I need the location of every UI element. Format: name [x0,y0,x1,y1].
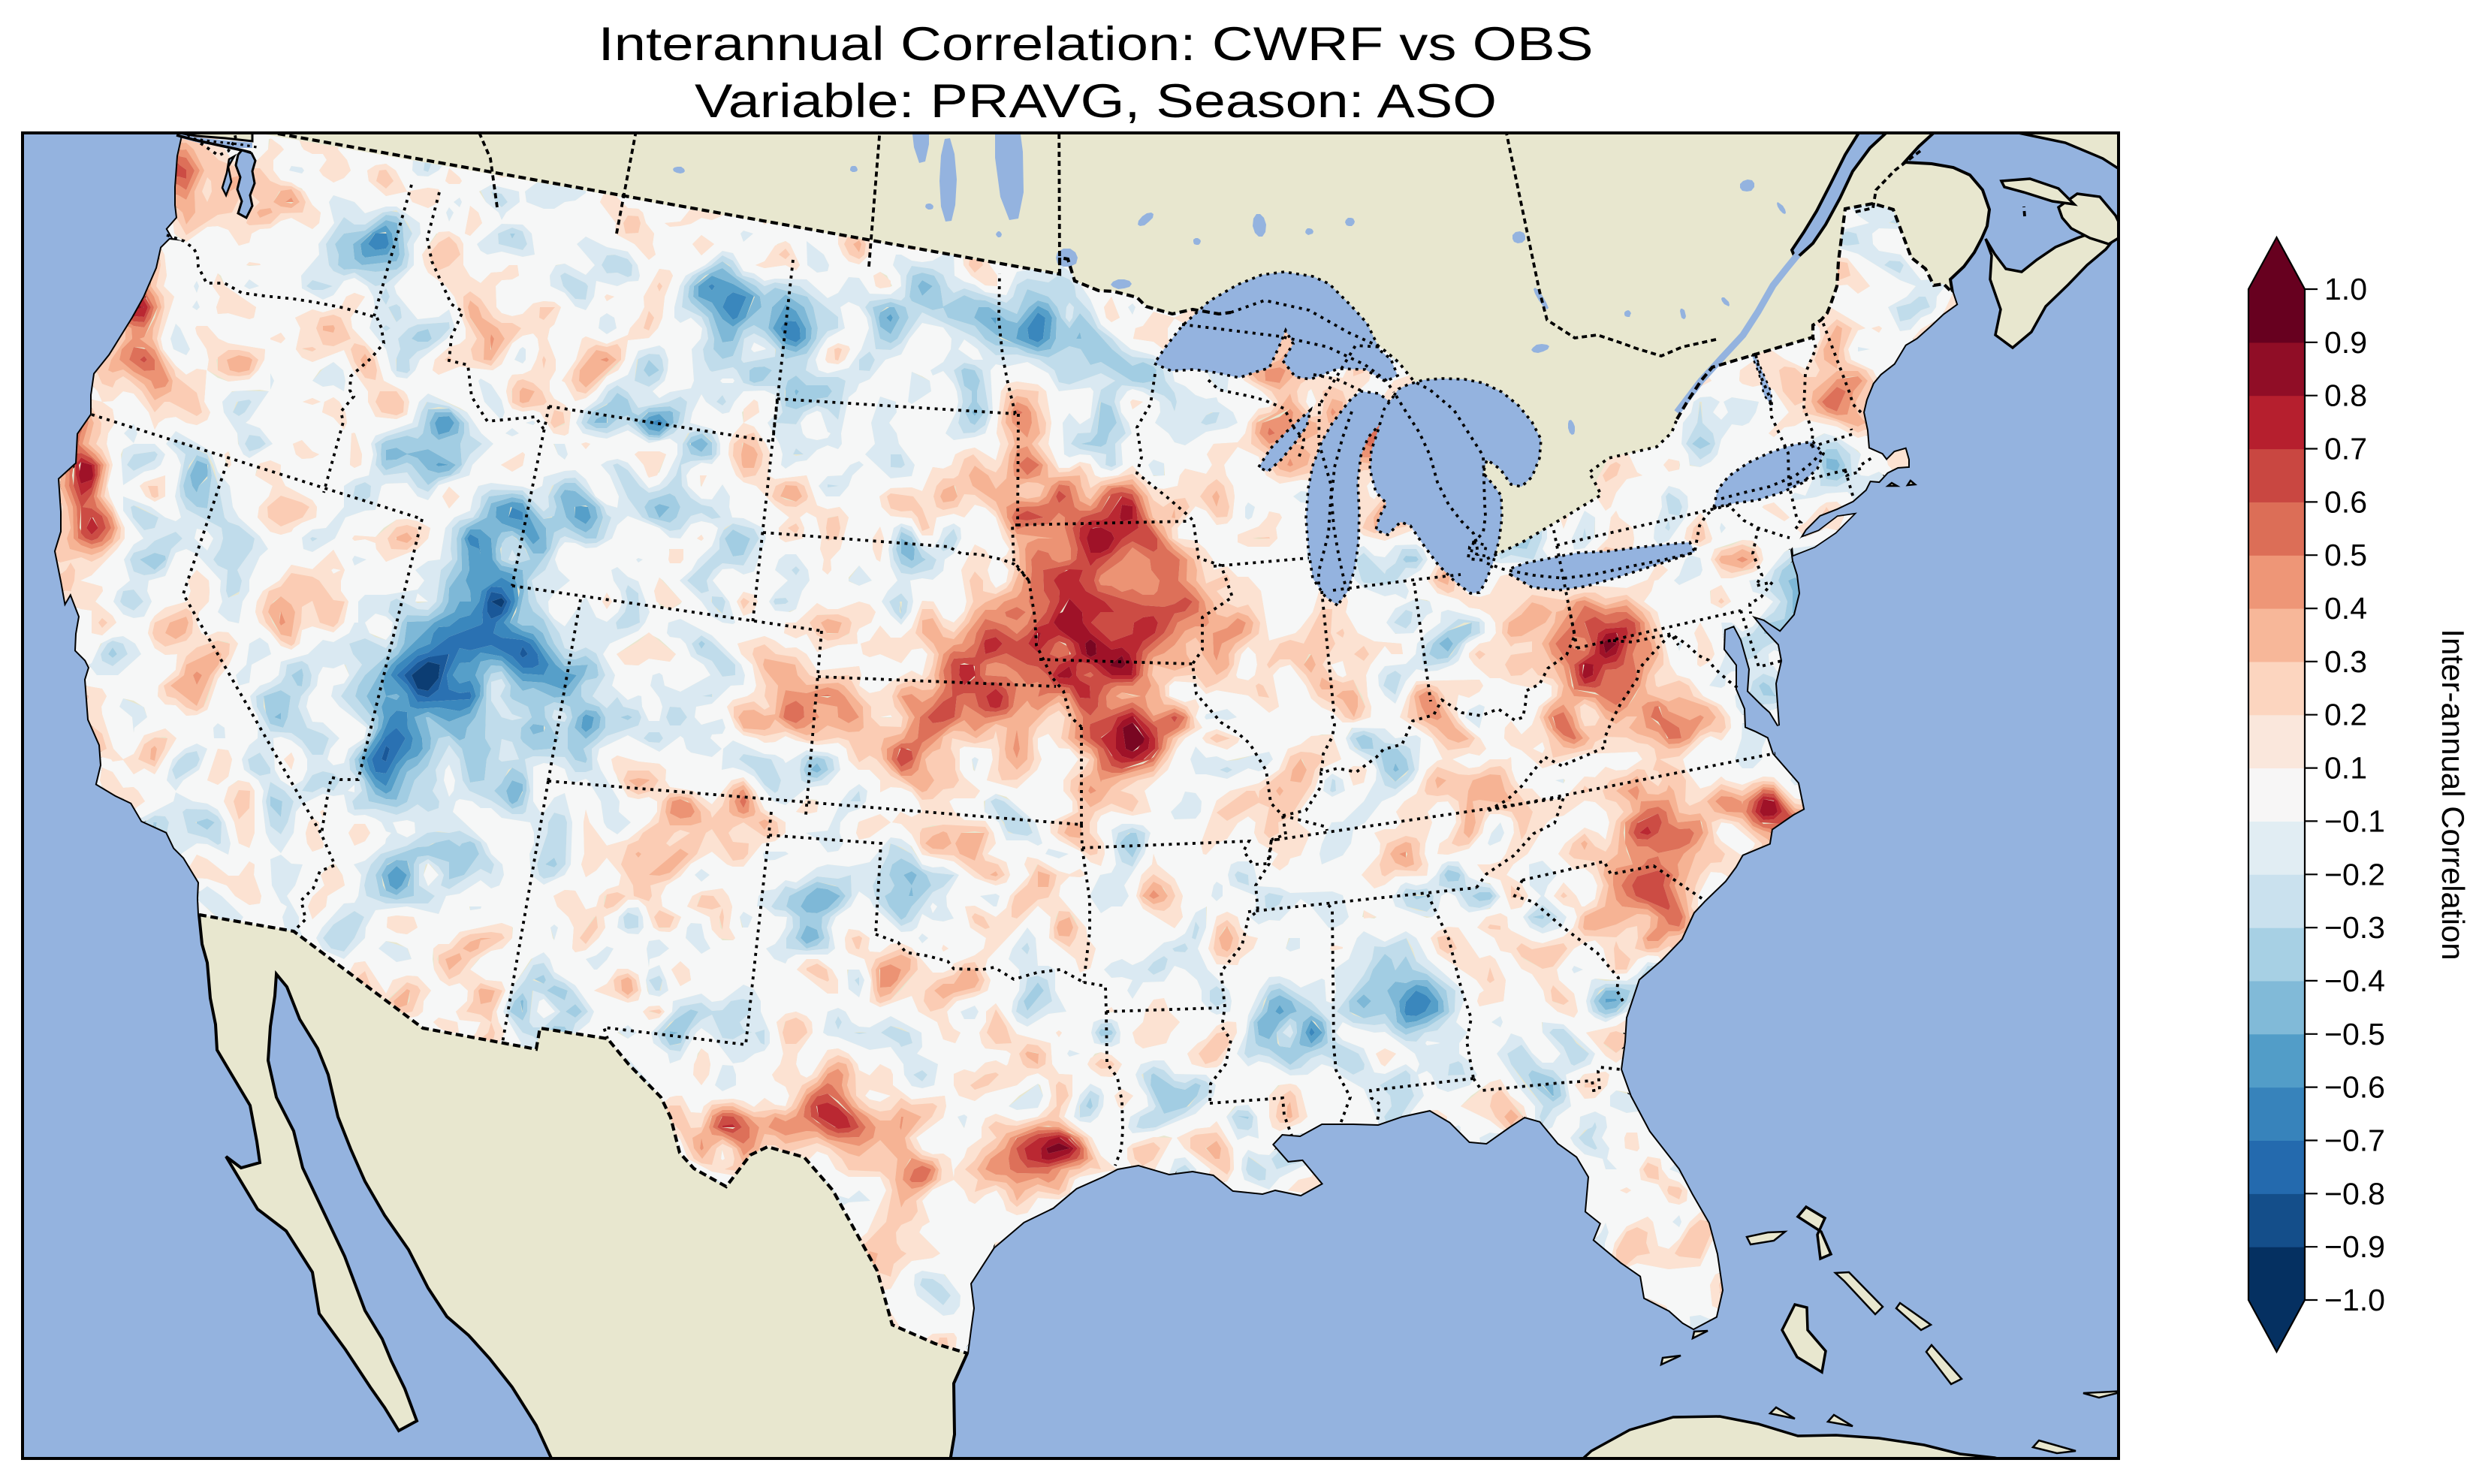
svg-text:0.7: 0.7 [2324,432,2367,466]
svg-text:0.4: 0.4 [2324,591,2367,626]
svg-text:−0.9: −0.9 [2324,1229,2385,1264]
svg-text:Inter-annual Correlation: Inter-annual Correlation [2435,629,2467,960]
svg-text:0.9: 0.9 [2324,325,2367,360]
svg-text:0.8: 0.8 [2324,379,2367,413]
svg-text:−0.8: −0.8 [2324,1176,2385,1211]
svg-text:−0.7: −0.7 [2324,1124,2385,1158]
svg-text:−0.1: −0.1 [2324,804,2385,838]
svg-text:0.3: 0.3 [2324,644,2367,679]
svg-text:0.6: 0.6 [2324,484,2367,519]
svg-text:−0.2: −0.2 [2324,857,2385,891]
svg-text:−0.6: −0.6 [2324,1070,2385,1105]
svg-text:0.5: 0.5 [2324,538,2367,572]
svg-text:0.1: 0.1 [2324,751,2367,786]
svg-text:−0.3: −0.3 [2324,910,2385,945]
svg-text:Interannual Correlation: CWRF: Interannual Correlation: CWRF vs OBS [599,18,1594,71]
svg-text:−0.4: −0.4 [2324,964,2385,998]
svg-text:1.0: 1.0 [2324,272,2367,306]
svg-text:−0.5: −0.5 [2324,1017,2385,1051]
svg-text:0.2: 0.2 [2324,698,2367,732]
svg-text:−1.0: −1.0 [2324,1283,2385,1317]
svg-text:Variable: PRAVG, Season: ASO: Variable: PRAVG, Season: ASO [695,75,1497,128]
